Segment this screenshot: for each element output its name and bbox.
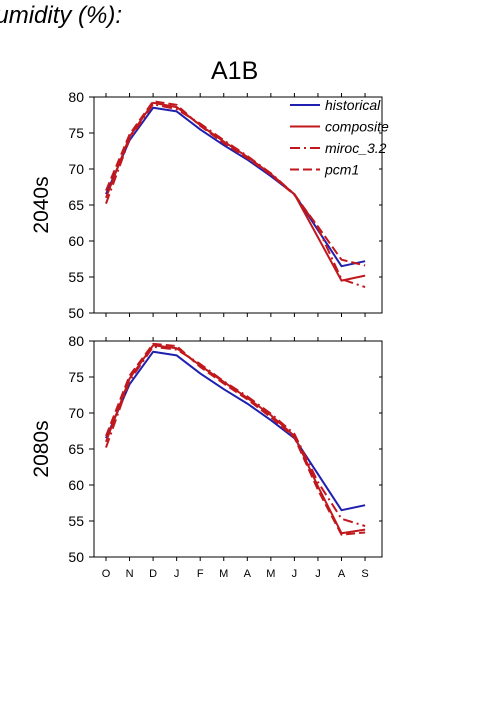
- y-tick-label: 80: [68, 333, 84, 349]
- y-tick-label: 80: [68, 89, 84, 105]
- legend-label: pcm1: [324, 162, 359, 178]
- scenario-title: A1B: [211, 57, 259, 85]
- legend: historical composite miroc_3.2 pcm1: [290, 97, 389, 178]
- y-tick-label: 55: [68, 269, 84, 285]
- y-tick-label: 75: [68, 125, 84, 141]
- x-tick-label: J: [292, 568, 298, 580]
- x-tick-label: M: [266, 568, 275, 580]
- y-tick-label: 65: [68, 441, 84, 457]
- y-tick-label: 60: [68, 477, 84, 493]
- series-line-miroc_3.2: [105, 345, 366, 527]
- panel-label: 2040s: [30, 176, 53, 233]
- y-tick-label: 50: [68, 549, 84, 565]
- y-tick-label: 70: [68, 161, 84, 177]
- legend-label: composite: [325, 119, 389, 135]
- figure-title: humidity (%):: [0, 2, 123, 29]
- panel-label: 2080s: [30, 420, 53, 477]
- y-tick-label: 55: [68, 513, 84, 529]
- x-tick-label: M: [219, 568, 228, 580]
- x-tick-label: O: [102, 568, 111, 580]
- series-line-pcm1: [105, 100, 366, 267]
- x-tick-label: A: [244, 568, 252, 580]
- y-tick-label: 70: [68, 405, 84, 421]
- series-line-miroc_3.2: [105, 103, 366, 289]
- legend-label: historical: [325, 97, 381, 113]
- series-line-historical: [105, 106, 366, 268]
- x-tick-label: J: [174, 568, 180, 580]
- panel-2040s: 50 55 60 65 70 75 80 2040s: [30, 89, 383, 321]
- x-tick-label: F: [197, 568, 204, 580]
- y-tick-label: 75: [68, 369, 84, 385]
- x-tick-label: A: [338, 568, 346, 580]
- x-tick-label: D: [149, 568, 157, 580]
- panel-2080s: 50 55 60 65 70 75 80 2080s: [30, 333, 383, 565]
- y-tick-label: 65: [68, 197, 84, 213]
- series-line-pcm1: [105, 342, 366, 536]
- y-tick-label: 60: [68, 233, 84, 249]
- y-tick-label: 50: [68, 305, 84, 321]
- x-tick-label: S: [361, 568, 368, 580]
- x-tick-label: J: [315, 568, 321, 580]
- panels-layer: 50 55 60 65 70 75 80 2040s 50 55 60 65 70 75 80 2080s O N…: [30, 89, 383, 580]
- series-line-historical: [105, 350, 366, 512]
- x-tick-label: N: [126, 568, 134, 580]
- legend-label: miroc_3.2: [325, 140, 387, 156]
